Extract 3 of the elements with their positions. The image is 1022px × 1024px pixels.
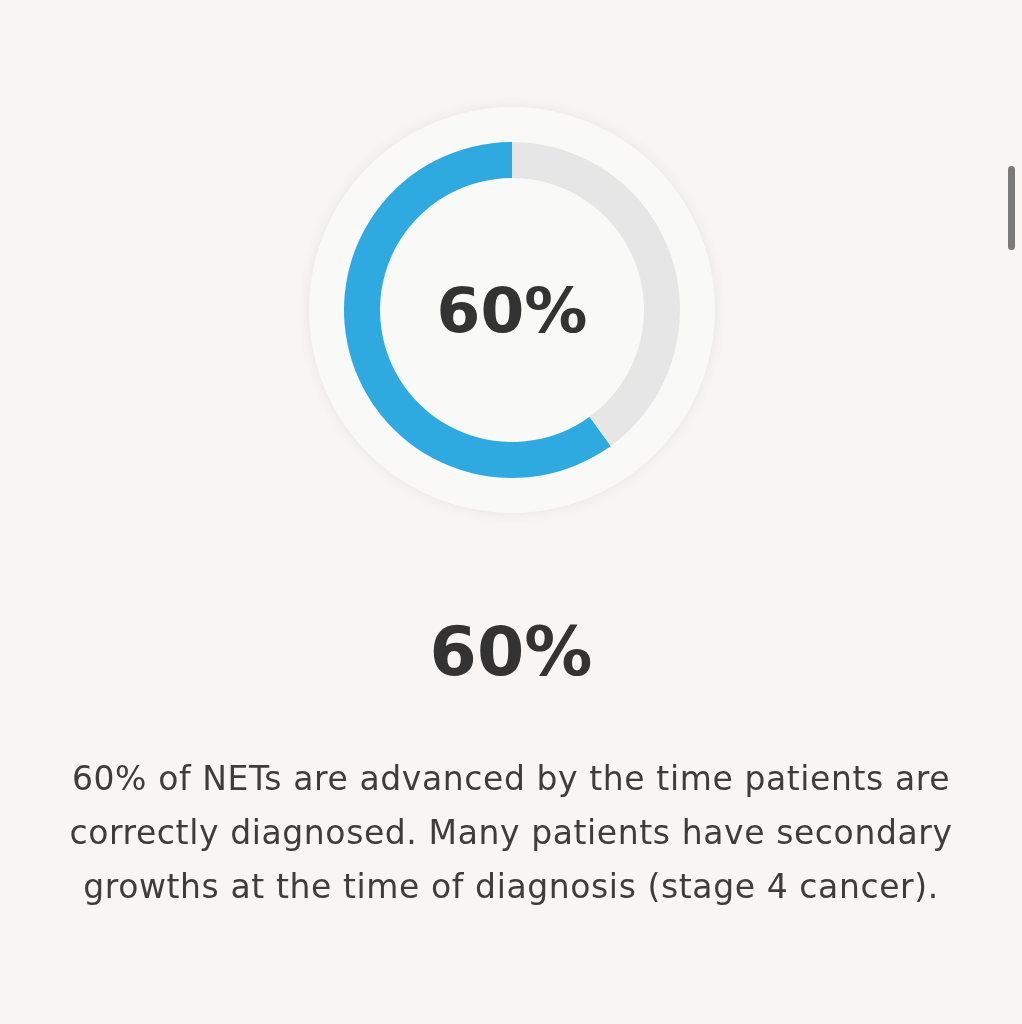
data-label: 60%	[436, 273, 588, 347]
text: 60%	[428, 611, 594, 693]
text: 60% of NETs are advanced by the time patients are correctly diagnosed. Many patients have secondary growths at the time of diagnosis (stage 4 cancer).	[68, 758, 954, 908]
